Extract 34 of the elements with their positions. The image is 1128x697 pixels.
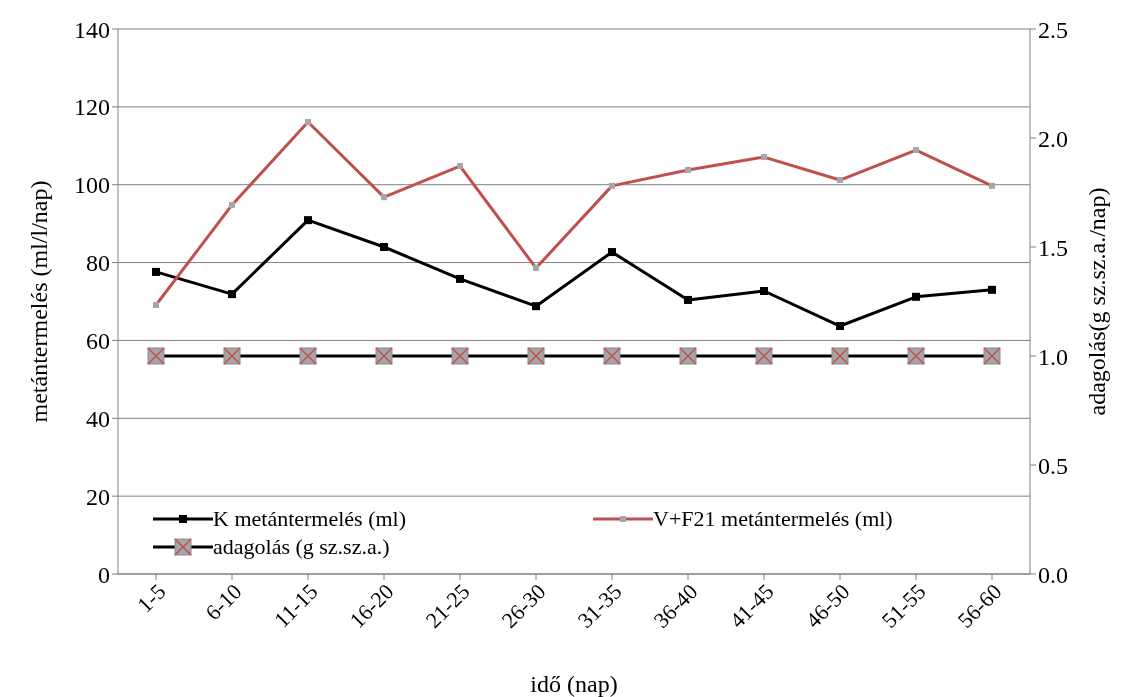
point — [456, 274, 464, 283]
legend-label: K metántermelés (ml) — [213, 506, 407, 532]
y2-tick-label: 1.5 — [1038, 234, 1068, 261]
y2-tick-label: 0.5 — [1038, 452, 1068, 479]
y-tick-label: 80 — [86, 250, 110, 277]
y-tick-label: 0 — [98, 561, 110, 588]
y2-axis-title: adagolás(g sz.sz.a./nap) — [1083, 187, 1110, 416]
legend-label: adagolás (g sz.sz.a.) — [213, 534, 390, 560]
point — [760, 286, 768, 295]
x-tick-label: 6-10 — [200, 578, 247, 626]
y-tick-label: 60 — [86, 327, 110, 354]
y-tick-label: 100 — [74, 172, 110, 199]
y2-tick-label: 1.0 — [1038, 343, 1068, 370]
point — [988, 285, 996, 294]
x-axis-title: idő (nap) — [530, 671, 618, 697]
y2-tick-label: 2.0 — [1038, 125, 1068, 152]
point — [228, 290, 236, 299]
y-tick-label: 20 — [86, 483, 110, 510]
point — [912, 292, 920, 301]
point — [304, 216, 312, 225]
point — [152, 267, 160, 276]
y2-tick-label: 0.0 — [1038, 561, 1068, 588]
y2-tick-label: 2.5 — [1038, 16, 1068, 43]
legend-label: V+F21 metántermelés (ml) — [653, 506, 893, 532]
point — [608, 248, 616, 257]
y-tick-label: 40 — [86, 405, 110, 432]
point — [684, 295, 692, 304]
y-axis-title: metántermelés (ml/l/nap) — [25, 180, 52, 423]
point — [532, 302, 540, 311]
y-tick-label: 140 — [74, 16, 110, 43]
x-tick-label: 1-5 — [132, 578, 171, 618]
point — [836, 322, 844, 331]
point — [380, 243, 388, 251]
y-tick-label: 120 — [74, 94, 110, 121]
